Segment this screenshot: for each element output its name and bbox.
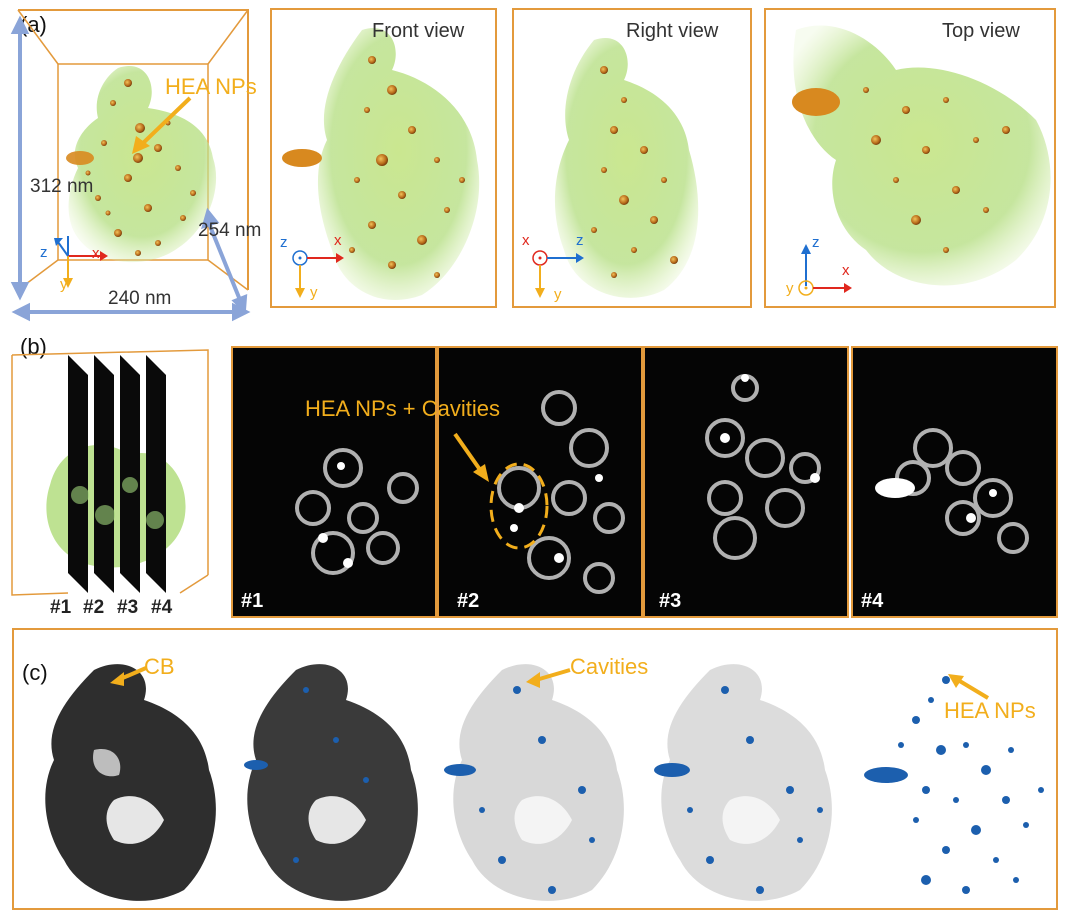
slice-under-label-4: #4 <box>151 597 173 618</box>
axes-triad-right <box>532 250 584 298</box>
bounding-box-3d <box>17 9 249 291</box>
slice-under-label-1: #1 <box>50 597 72 618</box>
hea-nps-annotation-a: HEA NPs <box>165 74 257 99</box>
hea-nps-arrow-icon <box>948 674 990 700</box>
top-view-render <box>792 25 1051 286</box>
right-view-panel: Right view x z y <box>512 8 752 308</box>
top-view-panel: Top view z y x <box>764 8 1056 308</box>
cavities-arrow-icon <box>526 668 571 688</box>
axes-triad-top <box>798 244 852 296</box>
dim-height-label: 312 nm <box>30 176 94 197</box>
panel-c-label: (c) <box>22 660 48 685</box>
axis-label-top-0: z <box>812 234 820 251</box>
dim-depth-label: 254 nm <box>198 220 262 241</box>
axis-label-x-main: x <box>92 245 100 262</box>
slice-label-3: #3 <box>659 590 682 612</box>
dimension-arrows <box>10 15 251 322</box>
right-view-title: Right view <box>626 20 719 42</box>
cb-arrow-icon <box>110 666 147 686</box>
axis-label-right-0: x <box>522 232 530 249</box>
slice-image-4: #4 <box>851 346 1058 618</box>
slice-image-2: #2 <box>437 346 643 618</box>
hea-nps-annotation-c: HEA NPs <box>944 698 1036 723</box>
slice-label-1: #1 <box>241 590 264 612</box>
slice-label-2: #2 <box>457 590 480 612</box>
slice-image-3: #3 <box>643 346 849 618</box>
hea-nps-cavities-annotation: HEA NPs + Cavities <box>305 396 501 421</box>
slice-box-3d <box>11 349 209 596</box>
front-view-render <box>282 28 480 300</box>
render-cavities <box>444 664 624 901</box>
front-view-title: Front view <box>372 20 465 42</box>
cb-annotation: CB <box>144 654 175 679</box>
cavities-annotation: Cavities <box>570 654 649 679</box>
axis-label-top-1: y <box>786 280 794 297</box>
render-cavities-nps <box>654 664 832 901</box>
top-view-title: Top view <box>942 20 1020 42</box>
axis-label-front-0: z <box>280 234 288 251</box>
slice-under-label-3: #3 <box>117 597 139 618</box>
axis-label-front-2: y <box>310 284 318 301</box>
render-nps-only <box>864 676 1044 894</box>
axis-label-front-1: x <box>334 232 342 249</box>
panel-c: (c) CB Cavities <box>12 628 1058 910</box>
slice-image-1: #1 <box>231 346 437 618</box>
axis-label-y-main: y <box>60 276 68 293</box>
dim-width-label: 240 nm <box>108 288 172 309</box>
axes-triad-front <box>292 250 344 298</box>
axis-label-top-2: x <box>842 262 850 279</box>
annotation-arrow-icon <box>132 96 192 154</box>
axes-triad-main <box>54 236 108 288</box>
right-view-render <box>554 38 699 298</box>
front-view-panel: Front view z x y <box>270 8 497 308</box>
render-carbon-body <box>45 664 216 901</box>
axis-label-right-1: z <box>576 232 584 249</box>
slice-label-4: #4 <box>861 590 884 612</box>
axis-label-right-2: y <box>554 286 562 303</box>
render-carbon-with-nps <box>244 664 418 901</box>
slice-under-label-2: #2 <box>83 597 105 618</box>
axis-label-z-main: z <box>40 244 48 261</box>
